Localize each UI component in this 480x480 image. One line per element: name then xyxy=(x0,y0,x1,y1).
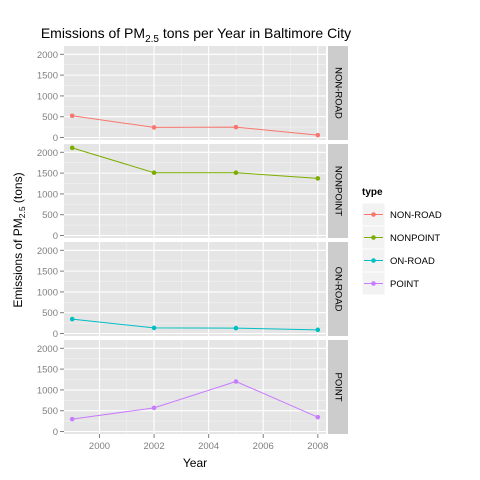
y-tick-label: 2000 xyxy=(37,148,58,159)
panel-background xyxy=(64,46,326,140)
x-axis-title: Year xyxy=(183,456,207,470)
data-point xyxy=(233,379,239,384)
facet-strip xyxy=(328,46,348,140)
facet-strip-label: ON-ROAD xyxy=(333,267,344,312)
y-tick-label: 1000 xyxy=(37,189,58,200)
facet-strip xyxy=(328,144,348,238)
y-tick-label: 0 xyxy=(53,133,58,144)
legend-item-non-road: NON-ROAD xyxy=(361,202,442,227)
legend-item-point: POINT xyxy=(361,271,419,296)
facet-strip-label: NONPOINT xyxy=(333,166,344,216)
data-point xyxy=(315,327,321,333)
legend-item-nonpoint: NONPOINT xyxy=(361,225,440,250)
data-point xyxy=(69,145,75,151)
legend-key-point xyxy=(371,281,376,286)
chart-title-subscript: 2.5 xyxy=(145,34,159,45)
y-tick-label: 500 xyxy=(42,112,58,123)
y-tick-label: 0 xyxy=(53,427,58,438)
facet-strip-label: POINT xyxy=(333,372,344,401)
series-line xyxy=(72,115,318,136)
facet-panel-non-road: 0 500 1000 1500 2000 NON-ROAD xyxy=(37,46,348,144)
series-line xyxy=(72,318,318,331)
facet-strip xyxy=(328,340,348,434)
y-tick-label: 1000 xyxy=(37,91,58,102)
legend-title: type xyxy=(362,187,383,198)
y-tick-label: 1000 xyxy=(37,385,58,396)
data-point xyxy=(233,124,239,130)
panel-background xyxy=(64,144,326,238)
legend-key-point xyxy=(371,235,376,240)
y-tick-label: 500 xyxy=(42,210,58,221)
y-tick-label: 2000 xyxy=(37,344,58,355)
data-point xyxy=(69,316,75,322)
x-tick-label: 2006 xyxy=(253,441,274,452)
y-tick-label: 1000 xyxy=(37,287,58,298)
data-point xyxy=(151,170,157,176)
y-tick-label: 500 xyxy=(42,406,58,417)
y-axis-title-main: Emissions of PM xyxy=(11,218,25,307)
data-point xyxy=(151,405,157,411)
panel-background xyxy=(64,340,326,434)
chart-title-main: Emissions of PM xyxy=(41,25,145,41)
legend-label: NON-ROAD xyxy=(390,210,442,221)
y-tick-label: 0 xyxy=(53,231,58,242)
y-tick-label: 2000 xyxy=(37,246,58,257)
chart-title: Emissions of PM2.5 tons per Year in Balt… xyxy=(41,25,351,45)
y-tick-label: 500 xyxy=(42,308,58,319)
data-point xyxy=(151,125,157,130)
series-line xyxy=(72,147,318,179)
facet-panel-on-road: 0 500 1000 1500 2000 ON-ROAD xyxy=(37,242,348,340)
data-point xyxy=(315,132,321,138)
data-point xyxy=(69,113,75,119)
data-point xyxy=(151,325,157,331)
data-point xyxy=(233,170,239,176)
facet-strip-label: NON-ROAD xyxy=(333,67,344,119)
y-tick-label: 1500 xyxy=(37,267,58,278)
data-point xyxy=(315,414,321,420)
y-tick-label: 0 xyxy=(53,329,58,340)
legend-label: NONPOINT xyxy=(390,233,440,244)
data-point xyxy=(69,416,75,422)
legend-key-point xyxy=(371,258,376,263)
facet-panel-point: 0 500 1000 1500 2000 POINT xyxy=(37,340,348,438)
legend: type NON-ROAD NONPOINT ON-ROAD POINT xyxy=(361,187,442,296)
y-axis-title-rest: (tons) xyxy=(11,172,25,206)
data-point xyxy=(315,176,321,181)
legend-item-on-road: ON-ROAD xyxy=(361,248,435,273)
legend-label: ON-ROAD xyxy=(390,256,435,267)
y-axis-title: Emissions of PM2.5 (tons) xyxy=(11,172,27,307)
facet-strip xyxy=(328,242,348,336)
legend-key-point xyxy=(371,212,376,217)
legend-label: POINT xyxy=(390,279,419,290)
series-line xyxy=(72,380,319,420)
x-tick-label: 2008 xyxy=(307,441,328,452)
y-tick-label: 1500 xyxy=(37,71,58,82)
x-tick-label: 2002 xyxy=(143,441,164,452)
x-tick-label: 2004 xyxy=(198,441,219,452)
y-tick-label: 2000 xyxy=(37,50,58,61)
chart-title-rest: tons per Year in Baltimore City xyxy=(159,25,351,41)
x-tick-label: 2000 xyxy=(89,441,110,452)
panel-background xyxy=(64,242,326,336)
data-point xyxy=(233,325,239,331)
y-tick-label: 1500 xyxy=(37,365,58,376)
y-axis-title-subscript: 2.5 xyxy=(17,206,27,218)
facet-panel-nonpoint: 0 500 1000 1500 2000 NONPOINT xyxy=(37,144,348,242)
y-tick-label: 1500 xyxy=(37,169,58,180)
